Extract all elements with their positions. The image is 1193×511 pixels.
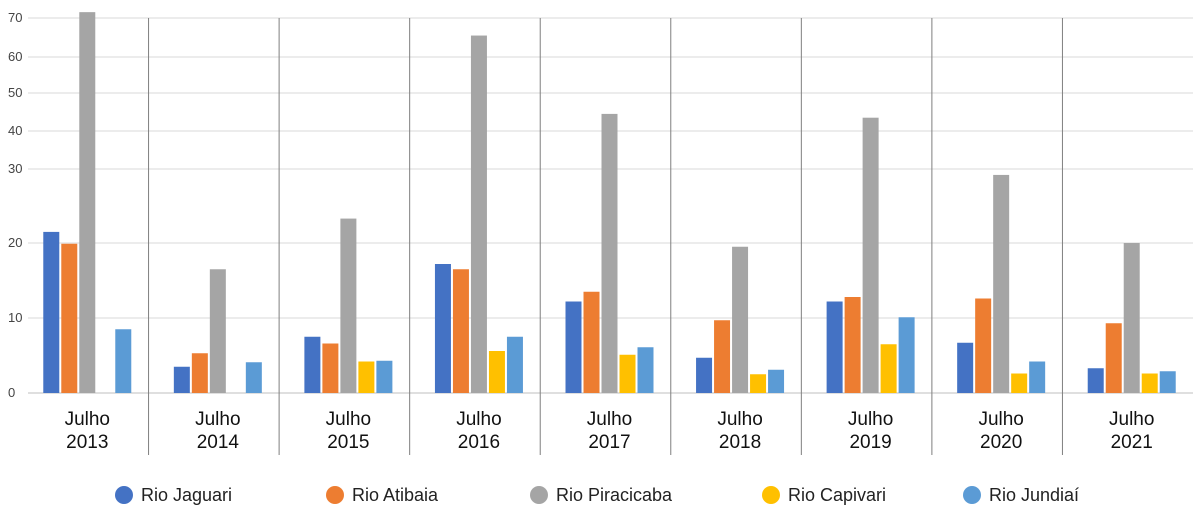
bar-rio-piracicaba-2013 [79, 12, 96, 394]
bar-rio-jaguari-2016 [434, 264, 451, 393]
x-tick-label-line2: 2016 [458, 432, 500, 453]
legend-swatch [963, 486, 981, 504]
bar-rio-piracicaba-2020 [993, 174, 1010, 393]
bar-rio-atibaia-2016 [452, 269, 469, 393]
x-tick-label-line1: Julho [848, 409, 893, 430]
legend-label: Rio Piracicaba [556, 484, 673, 505]
bar-rio-jundia--2018 [768, 369, 785, 393]
x-tick-label-line1: Julho [456, 409, 501, 430]
legend-label: Rio Atibaia [352, 484, 439, 505]
legend-swatch [115, 486, 133, 504]
x-tick-label-line1: Julho [195, 409, 240, 430]
legend-label: Rio Jaguari [141, 484, 233, 505]
x-tick-label-line2: 2014 [197, 432, 240, 453]
bar-rio-capivari-2017 [619, 354, 636, 393]
bar-rio-jundia--2013 [115, 329, 132, 393]
bar-rio-jundia--2021 [1159, 371, 1176, 393]
legend-swatch [762, 486, 780, 504]
bar-rio-atibaia-2021 [1105, 323, 1122, 393]
bar-rio-piracicaba-2018 [732, 246, 749, 393]
bar-rio-jaguari-2017 [565, 301, 582, 393]
bar-rio-piracicaba-2021 [1123, 243, 1140, 393]
bar-rio-jundia--2014 [245, 362, 262, 393]
bar-rio-piracicaba-2019 [862, 117, 879, 393]
x-tick-label-line2: 2013 [66, 432, 108, 453]
legend-item: Rio Piracicaba [530, 482, 672, 508]
legend: Rio Jaguari Rio Atibaia Rio Piracicaba Rio … [0, 482, 1193, 508]
x-tick-label-line1: Julho [326, 409, 371, 430]
x-tick-label-line1: Julho [978, 409, 1023, 430]
bar-rio-jundia--2017 [637, 347, 654, 393]
x-tick-label-line2: 2015 [327, 432, 369, 453]
y-tick-label: 20 [8, 235, 22, 250]
legend-label: Rio Jundiaí [989, 484, 1080, 505]
x-tick-label-line1: Julho [717, 409, 762, 430]
bar-rio-jaguari-2020 [957, 342, 974, 393]
bar-rio-atibaia-2013 [61, 243, 78, 393]
bar-rio-jundia--2015 [376, 360, 393, 393]
bar-rio-atibaia-2019 [844, 297, 861, 393]
bar-rio-jaguari-2014 [173, 366, 190, 393]
bar-rio-jaguari-2021 [1087, 368, 1104, 393]
bar-rio-jaguari-2013 [43, 231, 60, 393]
bar-rio-piracicaba-2016 [470, 35, 487, 394]
legend-item: Rio Atibaia [326, 482, 438, 508]
x-tick-label-line2: 2019 [849, 432, 891, 453]
x-axis: Julho2013Julho2014Julho2015Julho2016Julh… [65, 409, 1155, 453]
bar-rio-atibaia-2020 [975, 298, 992, 393]
bar-rio-capivari-2021 [1141, 373, 1158, 393]
y-tick-label: 50 [8, 85, 22, 100]
bar-rio-piracicaba-2014 [209, 269, 226, 393]
bar-rio-jundia--2016 [506, 336, 523, 393]
legend-item: Rio Capivari [762, 482, 886, 508]
x-tick-label-line1: Julho [587, 409, 632, 430]
x-tick-label-line2: 2017 [588, 432, 630, 453]
legend-item: Rio Jaguari [115, 482, 232, 508]
bar-rio-jundia--2019 [898, 317, 915, 393]
bar-rio-jundia--2020 [1029, 361, 1046, 393]
bar-rio-atibaia-2017 [583, 291, 600, 393]
y-tick-label: 10 [8, 310, 22, 325]
x-tick-label-line2: 2020 [980, 432, 1022, 453]
bars [43, 12, 1176, 394]
legend-swatch [326, 486, 344, 504]
y-tick-label: 40 [8, 123, 22, 138]
bar-rio-piracicaba-2017 [601, 113, 618, 394]
y-tick-label: 60 [8, 49, 22, 64]
x-tick-label-line2: 2018 [719, 432, 761, 453]
y-axis: 0 10 20 30 40 50 60 70 [8, 10, 22, 400]
y-tick-label: 0 [8, 385, 15, 400]
bar-rio-capivari-2015 [358, 361, 375, 393]
bar-rio-atibaia-2018 [714, 320, 731, 393]
bar-rio-piracicaba-2015 [340, 218, 357, 393]
bar-rio-capivari-2018 [750, 374, 767, 393]
y-tick-label: 30 [8, 161, 22, 176]
category-separators [148, 18, 1063, 455]
bar-rio-atibaia-2014 [191, 353, 208, 393]
bar-rio-jaguari-2019 [826, 301, 843, 393]
bar-rio-jaguari-2015 [304, 336, 321, 393]
bar-rio-capivari-2016 [488, 351, 505, 393]
y-tick-label: 70 [8, 10, 22, 25]
x-tick-label-line1: Julho [1109, 409, 1154, 430]
bar-rio-jaguari-2018 [696, 357, 713, 393]
legend-label: Rio Capivari [788, 484, 887, 505]
legend-swatch [530, 486, 548, 504]
bar-rio-capivari-2020 [1011, 373, 1028, 393]
bar-rio-atibaia-2015 [322, 343, 339, 393]
legend-item: Rio Jundiaí [963, 482, 1079, 508]
x-tick-label-line2: 2021 [1111, 432, 1153, 453]
bar-rio-capivari-2019 [880, 344, 897, 393]
x-tick-label-line1: Julho [65, 409, 110, 430]
